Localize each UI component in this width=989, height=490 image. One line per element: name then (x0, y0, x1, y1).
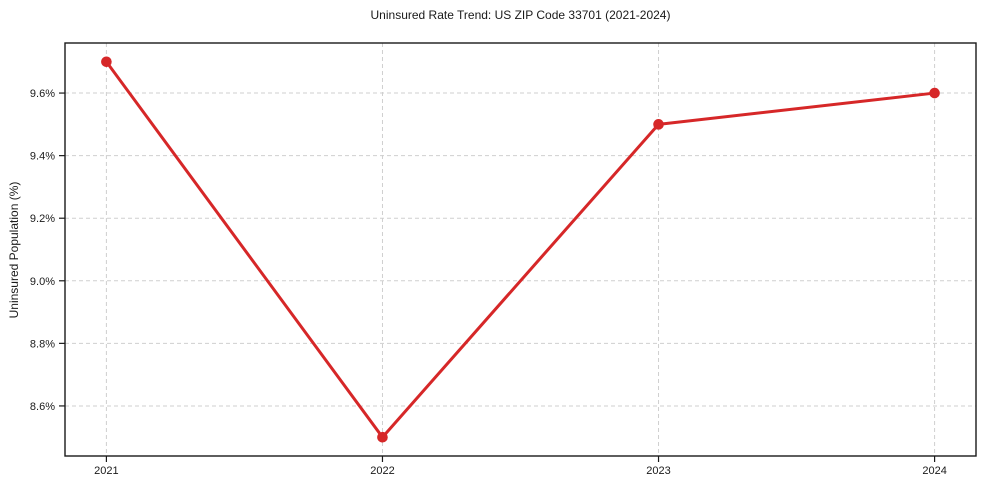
x-tick-label: 2021 (94, 465, 118, 477)
data-point-marker (653, 119, 664, 130)
x-tick-label: 2023 (646, 465, 670, 477)
x-tick-label: 2024 (922, 465, 946, 477)
y-tick-label: 8.6% (30, 401, 55, 413)
y-tick-label: 9.4% (30, 151, 55, 163)
chart-title: Uninsured Rate Trend: US ZIP Code 33701 … (370, 8, 671, 22)
y-tick-label: 8.8% (30, 338, 55, 350)
data-point-marker (929, 87, 940, 99)
trend-line (104, 60, 937, 439)
plot-border (64, 42, 977, 457)
x-tick-label: 2022 (370, 465, 394, 477)
data-point-marker (101, 56, 112, 68)
y-tick-label: 9.6% (30, 88, 55, 100)
y-tick-label: 9.2% (30, 213, 55, 225)
data-point-marker (377, 431, 388, 443)
y-tick-label: 9.0% (30, 276, 55, 288)
